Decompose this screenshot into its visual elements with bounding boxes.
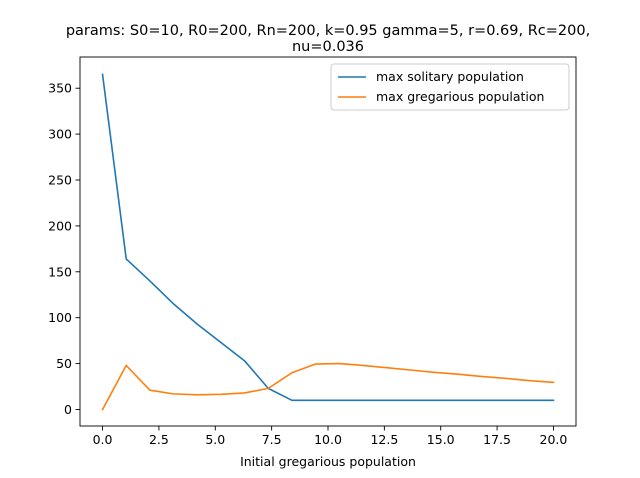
x-tick-label: 20.0 [540,432,568,447]
y-tick-label: 50 [56,356,72,371]
y-tick-label: 200 [48,218,72,233]
y-tick-label: 0 [64,402,72,417]
x-tick-label: 15.0 [427,432,455,447]
plot-area: 0.0 2.5 5.0 7.5 10.0 12.5 15.0 17.5 20.0 0 50 100 1… [48,56,577,447]
chart-title-line-2: nu=0.036 [292,39,364,55]
x-tick-label: 12.5 [370,432,398,447]
y-tick-label: 350 [48,81,72,96]
legend-box [330,63,570,111]
x-tick-label: 10.0 [314,432,342,447]
y-tick-label: 150 [48,264,72,279]
chart-title-line-1: params: S0=10, R0=200, Rn=200, k=0.95 ga… [66,23,590,39]
series-layer [101,73,555,411]
y-axis: 0 50 100 150 200 250 300 350 [48,81,80,417]
series-line-1 [101,362,555,411]
legend: max solitary population max gregarious p… [330,63,570,111]
legend-label-solitary: max solitary population [376,69,524,84]
series-line-0 [101,73,555,402]
y-tick-label: 250 [48,173,72,188]
y-tick-label: 100 [48,310,72,325]
x-tick-label: 17.5 [483,432,511,447]
x-tick-label: 5.0 [205,432,225,447]
y-tick-label: 300 [48,127,72,142]
x-tick-label: 0.0 [93,432,113,447]
legend-label-gregarious: max gregarious population [376,89,544,104]
x-axis-label: Initial gregarious population [240,454,416,469]
x-axis: 0.0 2.5 5.0 7.5 10.0 12.5 15.0 17.5 20.0 [93,426,568,447]
x-tick-label: 7.5 [262,432,282,447]
x-tick-label: 2.5 [149,432,169,447]
